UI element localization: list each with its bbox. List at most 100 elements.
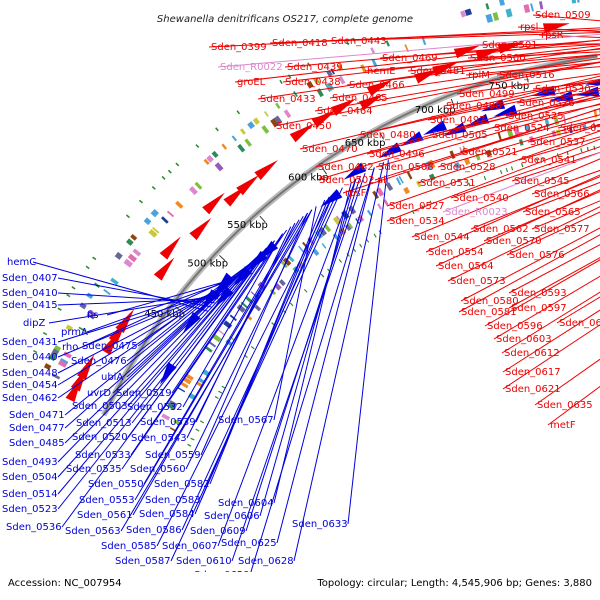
gene-label[interactable]: Sden_0612 (504, 348, 560, 359)
gene-label[interactable]: Sden_0580 (463, 296, 519, 307)
gene-label[interactable]: Sden_0553 (79, 495, 135, 506)
gene-label[interactable]: Sden_R0022 (220, 62, 283, 73)
gene-label[interactable]: Sden_0554 (428, 247, 484, 258)
gene-label[interactable]: Sden_0526 (519, 98, 575, 109)
gene-label[interactable]: rpsl (520, 22, 538, 33)
gene-label[interactable]: Sden_0471 (9, 410, 65, 421)
gene-label[interactable]: Sden_0505 (432, 130, 488, 141)
gene-label[interactable]: Sden_0481 (410, 66, 466, 77)
gene-label[interactable]: Sden_0407 (2, 273, 58, 284)
gene-label[interactable]: rpsR (541, 30, 564, 41)
gene-label[interactable]: Sden_0496 (369, 149, 425, 160)
gene-label[interactable]: Sden_0509 (535, 10, 591, 21)
gene-label[interactable]: Sden_0528 (440, 162, 496, 173)
gene-label[interactable]: Sden_0570 (486, 236, 542, 247)
gene-label[interactable]: Sden_0469 (382, 53, 438, 64)
gene-label[interactable]: Sden_0544 (414, 232, 470, 243)
gene-label[interactable]: Sden_0477 (9, 423, 65, 434)
gene-label[interactable]: Sden_R0023 (445, 207, 508, 218)
gene-label[interactable]: Sden_0504 (2, 472, 58, 483)
gene-label[interactable]: Sden_0607 (162, 541, 218, 552)
gene-label[interactable]: Sden_0523 (2, 504, 58, 515)
gene-label[interactable]: metF (550, 420, 576, 431)
gene-label[interactable]: Sden_0443 (331, 36, 387, 47)
gene-label[interactable]: Sden_0596 (487, 321, 543, 332)
gene-label[interactable]: Sden_0535 (66, 464, 122, 475)
gene-label[interactable]: Sden_0508 (378, 162, 434, 173)
gene-label[interactable]: Sden_0541 (521, 155, 577, 166)
gene-label[interactable]: Sden_0593 (511, 288, 567, 299)
gene-label[interactable]: Sden_0475 (82, 341, 138, 352)
gene-label[interactable]: Sden_0539 (140, 417, 196, 428)
gene-label[interactable]: Sden_0454 (2, 380, 58, 391)
gene-label[interactable]: Sden_0565 (525, 207, 581, 218)
gene-label[interactable]: Sden_0465 (332, 93, 388, 104)
gene-label[interactable]: Sden_0542 (560, 123, 600, 134)
gene-label[interactable]: Sden_0540 (453, 193, 509, 204)
gene-label[interactable]: Sden_0560 (130, 464, 186, 475)
gene-label[interactable]: Sden_0533 (75, 450, 131, 461)
gene-label[interactable]: Sden_0564 (438, 261, 494, 272)
gene-label[interactable]: Sden_0573 (450, 276, 506, 287)
gene-label[interactable]: dipZ (23, 318, 45, 329)
gene-label[interactable]: rplM (468, 70, 490, 81)
gene-label[interactable]: Sden_0527 (389, 201, 445, 212)
gene-label[interactable]: Sden_0559 (145, 450, 201, 461)
gene-label[interactable]: Sden_0577 (534, 224, 590, 235)
gene-label[interactable]: Sden_0621 (505, 384, 561, 395)
gene-label[interactable]: Sden_0499 (459, 89, 515, 100)
gene-label[interactable]: Sden_0497 (430, 115, 486, 126)
gene-label[interactable]: Sden_0611 (559, 318, 600, 329)
gene-label[interactable]: Sden_0448 (2, 368, 58, 379)
gene-label[interactable]: hemE (367, 66, 396, 77)
gene-label[interactable]: Sden_0431 (2, 337, 58, 348)
gene-label[interactable]: Sden_0606 (204, 511, 260, 522)
gene-label[interactable]: Sden_0415 (2, 300, 58, 311)
gene-label[interactable]: Sden_0543 (131, 433, 187, 444)
gene-label[interactable]: Sden_0418 (272, 38, 328, 49)
gene-label[interactable]: Sden_0576 (509, 250, 565, 261)
gene-label[interactable]: Sden_0498 (446, 101, 502, 112)
gene-label[interactable]: Sden_0500 (470, 53, 526, 64)
gene-label[interactable]: Sden_0625 (221, 538, 277, 549)
gene-label[interactable]: Sden_0609 (190, 526, 246, 537)
gene-label[interactable]: Sden_0587 (115, 556, 171, 567)
gene-label[interactable]: rpsF (345, 188, 367, 199)
gene-label[interactable]: Sden_0476 (71, 356, 127, 367)
gene-label[interactable]: Sden_0513 (76, 418, 132, 429)
gene-label[interactable]: Sden_0519 (116, 388, 172, 399)
gene-label[interactable]: Sden_0532 (127, 402, 183, 413)
gene-label[interactable]: Sden_0562 (473, 224, 529, 235)
gene-label[interactable]: Sden_0480 (360, 130, 416, 141)
gene-label[interactable]: Sden_0534 (389, 216, 445, 227)
gene-label[interactable]: Sden_0462 (2, 393, 58, 404)
gene-label[interactable]: Sden_0583 (145, 495, 201, 506)
gene-label[interactable]: Sden_0470 (302, 144, 358, 155)
gene-label[interactable]: Sden_0438 (285, 77, 341, 88)
gene-label[interactable]: Sden_0482 (318, 162, 374, 173)
gene-label[interactable]: Sden_0585 (101, 541, 157, 552)
gene-label[interactable]: Sden_0521 (462, 147, 518, 158)
gene-label[interactable]: Sden_0524 (494, 123, 550, 134)
gene-label[interactable]: Sden_0561 (77, 510, 133, 521)
gene-label[interactable]: Sden_0567 (218, 415, 274, 426)
gene-label[interactable]: Sden_0536 (6, 522, 62, 533)
gene-label[interactable]: Sden_0502 (319, 175, 375, 186)
gene-label[interactable]: Sden_0603 (496, 334, 552, 345)
gene-label[interactable]: Sden_0566 (534, 189, 590, 200)
gene-label[interactable]: fis (87, 310, 99, 321)
gene-label[interactable]: Sden_0628 (238, 556, 294, 567)
gene-label[interactable]: Sden_0501 (482, 40, 538, 51)
gene-label[interactable]: Sden_0635 (537, 400, 593, 411)
gene-label[interactable]: rho (62, 342, 78, 353)
gene-label[interactable]: Sden_0485 (9, 438, 65, 449)
gene-label[interactable]: Sden_0433 (260, 94, 316, 105)
gene-label[interactable]: Sden_0514 (2, 489, 58, 500)
gene-label[interactable]: Sden_0584 (139, 509, 195, 520)
gene-label[interactable]: Sden_0550 (88, 479, 144, 490)
gene-label[interactable]: Sden_0439 (287, 62, 343, 73)
gene-label[interactable]: ubiA (101, 372, 123, 383)
gene-label[interactable]: Sden_0545 (514, 176, 570, 187)
gene-label[interactable]: prmA (61, 327, 88, 338)
gene-label[interactable]: Sden_0563 (65, 526, 121, 537)
